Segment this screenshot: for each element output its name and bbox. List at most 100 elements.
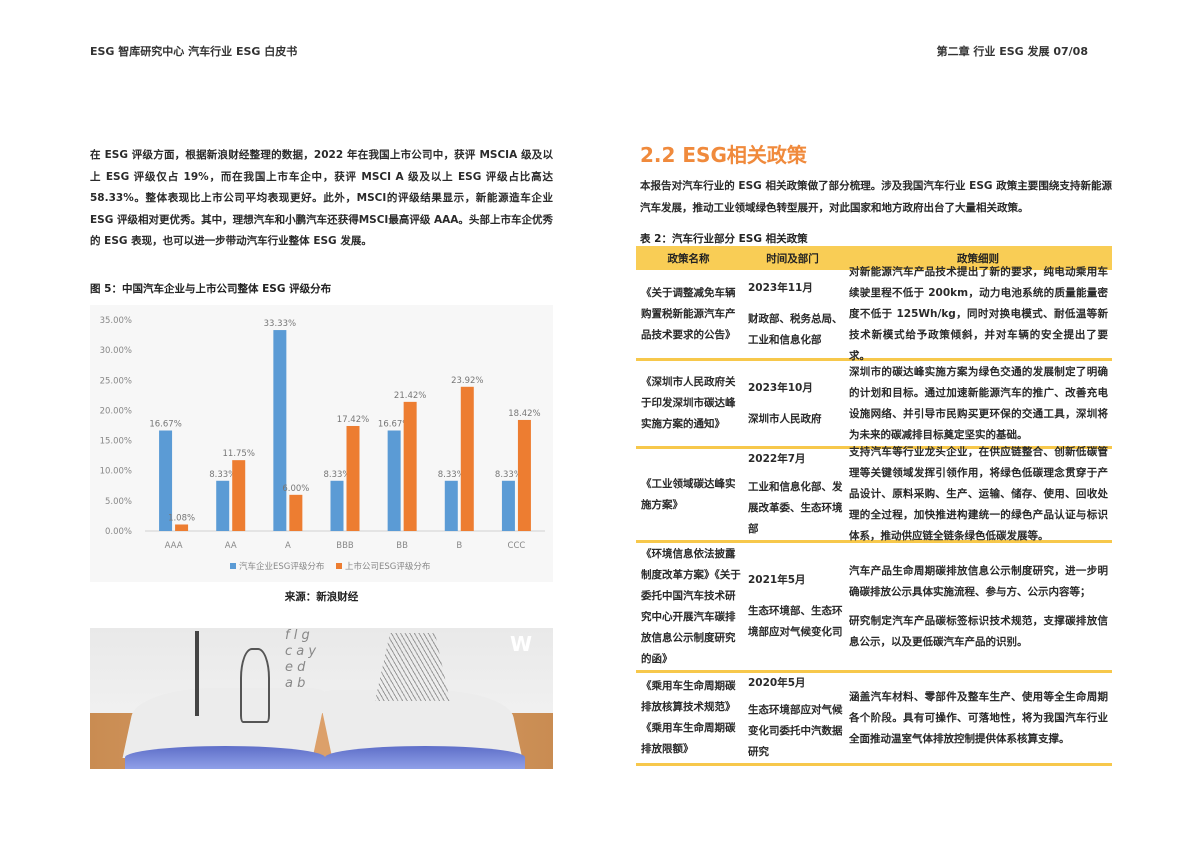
bar-a-series-2 bbox=[289, 494, 303, 531]
letter: c bbox=[285, 644, 293, 659]
data-label: 8.33% bbox=[323, 470, 350, 480]
policy-name: 《关于调整减免车辆购置税新能源汽车产品技术要求的公告》 bbox=[641, 286, 736, 341]
y-tick-label: 25.00% bbox=[100, 376, 132, 386]
data-label: 8.33% bbox=[209, 470, 236, 480]
legend-swatch bbox=[230, 563, 236, 569]
x-tick-label: CCC bbox=[508, 541, 526, 551]
esg-rating-chart: 0.00% 5.00% 10.00% 15.00% 20.00% 25.00% 30.00%… bbox=[90, 305, 553, 582]
bar-bb-series-1 bbox=[387, 430, 401, 531]
policy-dept: 工业和信息化部、发展改革委、生态环境部 bbox=[748, 481, 843, 535]
bar-a-series-1 bbox=[273, 330, 287, 531]
policy-detail: 深圳市的碳达峰实施方案为绿色交通的发展制定了明确的计划和目标。通过加速新能源汽车… bbox=[849, 365, 1108, 441]
policy-date: 2023年10月 bbox=[748, 381, 813, 394]
data-label: 17.42% bbox=[337, 415, 369, 425]
data-label: 23.92% bbox=[451, 376, 483, 386]
y-tick-label: 30.00% bbox=[100, 346, 132, 356]
x-tick-label: AAA bbox=[165, 541, 183, 551]
bar-bbb-series-1 bbox=[330, 480, 344, 531]
letter: e bbox=[285, 660, 293, 675]
policy-name: 《工业领域碳达峰实施方案》 bbox=[641, 477, 736, 511]
x-tick-label: BB bbox=[396, 541, 408, 551]
policy-detail: 涵盖汽车材料、零部件及整车生产、使用等全生命周期各个阶段。具有可操作、可落地性，… bbox=[849, 690, 1108, 745]
floating-letters: f l g c a y e d a b bbox=[285, 628, 365, 708]
data-label: 8.33% bbox=[438, 470, 465, 480]
y-tick-label: 35.00% bbox=[100, 316, 132, 326]
letter: a bbox=[296, 644, 305, 659]
x-tick-label: BBB bbox=[336, 541, 354, 551]
y-tick-label: 15.00% bbox=[100, 437, 132, 447]
letter: a bbox=[285, 676, 293, 691]
policy-dept: 生态环境部、生态环境部应对气候变化司 bbox=[748, 605, 843, 638]
bar-aa-series-2 bbox=[232, 460, 246, 531]
letter: l bbox=[293, 628, 298, 643]
policy-name: 《环境信息依法披露制度改革方案》《关于委托中国汽车技术研究中心开展汽车碳排放信息… bbox=[641, 547, 741, 665]
y-tick-label: 5.00% bbox=[105, 497, 132, 507]
policy-dept: 财政部、税务总局、工业和信息化部 bbox=[748, 312, 843, 346]
bar-b-series-2 bbox=[460, 386, 474, 531]
header-detail: 政策细则 bbox=[957, 252, 999, 265]
bar-b-series-1 bbox=[444, 480, 458, 531]
data-label: 18.42% bbox=[508, 409, 540, 419]
header-left: ESG 智库研究中心 汽车行业 ESG 白皮书 bbox=[90, 45, 298, 58]
y-tick-label: 0.00% bbox=[105, 527, 132, 537]
table-header: 政策名称 时间及部门 政策细则 bbox=[636, 246, 1112, 270]
policy-name: 《乘用车生命周期碳排放核算技术规范》《乘用车生命周期碳排放限额》 bbox=[641, 680, 736, 755]
table-row: 《深圳市人民政府关于印发深圳市碳达峰实施方案的通知》 2023年10月 深圳市人民… bbox=[636, 361, 1112, 449]
book-left-edge bbox=[125, 746, 325, 769]
header-right: 第二章 行业 ESG 发展 07/08 bbox=[936, 45, 1088, 58]
x-tick-label: B bbox=[456, 541, 462, 551]
data-label: 8.33% bbox=[495, 470, 522, 480]
open-book-illustration-image: f l g c a y e d a b W bbox=[90, 628, 553, 769]
policy-date: 2023年11月 bbox=[748, 281, 813, 294]
letter: g bbox=[301, 628, 310, 643]
data-label: 33.33% bbox=[264, 319, 296, 329]
letter: f bbox=[285, 628, 290, 643]
policy-detail: 汽车产品生命周期碳排放信息公示制度研究，进一步明确碳排放公示具体实施流程、参与方… bbox=[849, 564, 1108, 598]
table-row: 《乘用车生命周期碳排放核算技术规范》《乘用车生命周期碳排放限额》 2020年5月… bbox=[636, 673, 1112, 766]
policy-dept: 生态环境部应对气候变化司委托中汽数据研究 bbox=[748, 704, 843, 758]
bar-aaa-series-2 bbox=[175, 524, 189, 531]
bar-aa-series-1 bbox=[216, 480, 230, 531]
policy-table: 政策名称 时间及部门 政策细则 《关于调整减免车辆购置税新能源汽车产品技术要求的… bbox=[636, 246, 1112, 766]
y-tick-label: 10.00% bbox=[100, 467, 132, 477]
header-policy-name: 政策名称 bbox=[667, 252, 710, 265]
data-label: 1.08% bbox=[168, 513, 195, 523]
letter: b bbox=[297, 676, 306, 691]
policy-date: 2020年5月 bbox=[748, 677, 806, 689]
section-paragraph: 本报告对汽车行业的 ESG 相关政策做了部分梳理。涉及我国汽车行业 ESG 政策… bbox=[640, 180, 1112, 214]
data-label: 16.67% bbox=[149, 420, 181, 430]
data-label: 6.00% bbox=[282, 484, 309, 494]
bar-aaa-series-1 bbox=[159, 430, 173, 531]
chart-svg: 0.00% 5.00% 10.00% 15.00% 20.00% 25.00% 30.00%… bbox=[100, 316, 545, 572]
policy-detail: 支持汽车等行业龙头企业，在供应链整合、创新低碳管理等关键领域发挥引领作用，将绿色… bbox=[849, 446, 1108, 542]
palm-tree-icon bbox=[195, 631, 199, 716]
policy-name: 《深圳市人民政府关于印发深圳市碳达峰实施方案的通知》 bbox=[641, 376, 736, 430]
figure-source: 来源：新浪财经 bbox=[284, 591, 359, 603]
pirate-figure-icon bbox=[240, 648, 270, 723]
intro-paragraph: 在 ESG 评级方面，根据新浪财经整理的数据，2022 年在我国上市公司中，获评… bbox=[90, 149, 553, 248]
legend-swatch bbox=[336, 563, 342, 569]
book-right-edge bbox=[325, 746, 525, 769]
header-date-dept: 时间及部门 bbox=[766, 252, 819, 265]
y-tick-label: 20.00% bbox=[100, 406, 132, 416]
table-caption: 表 2：汽车行业部分 ESG 相关政策 bbox=[640, 233, 808, 245]
legend-label: 上市公司ESG评级分布 bbox=[345, 561, 430, 572]
data-label: 16.67% bbox=[378, 420, 410, 430]
x-tick-label: A bbox=[285, 541, 291, 551]
bar-bbb-series-2 bbox=[346, 425, 360, 531]
section-heading: 2.2 ESG相关政策 bbox=[640, 143, 807, 167]
policy-date: 2021年5月 bbox=[748, 574, 806, 586]
letter: d bbox=[297, 660, 306, 675]
table-row: 《环境信息依法披露制度改革方案》《关于委托中国汽车技术研究中心开展汽车碳排放信息… bbox=[636, 543, 1112, 673]
bar-ccc-series-1 bbox=[501, 480, 515, 531]
bar-bb-series-2 bbox=[403, 401, 417, 531]
policy-detail: 对新能源汽车产品技术提出了新的要求，纯电动乘用车续驶里程不低于 200km，动力… bbox=[849, 265, 1108, 362]
table-row: 《工业领域碳达峰实施方案》 2022年7月工业和信息化部、发展改革委、生态环境部… bbox=[636, 446, 1112, 543]
letter: W bbox=[510, 632, 533, 656]
policy-dept: 深圳市人民政府 bbox=[748, 412, 822, 425]
x-tick-label: AA bbox=[225, 541, 237, 551]
data-label: 21.42% bbox=[394, 391, 426, 401]
legend-label: 汽车企业ESG评级分布 bbox=[239, 561, 324, 572]
policy-date: 2022年7月 bbox=[748, 453, 806, 465]
bar-ccc-series-2 bbox=[517, 419, 531, 531]
